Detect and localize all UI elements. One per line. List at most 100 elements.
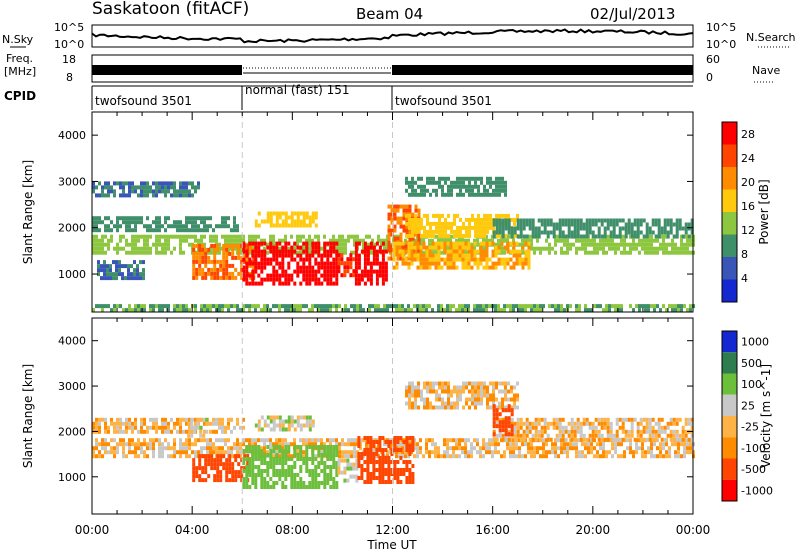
power-cell-11	[597, 230, 601, 235]
velocity-cell-9	[193, 425, 197, 430]
power-cell-13	[254, 223, 258, 228]
velocity-cell-1	[221, 429, 224, 434]
power-cell-9	[497, 261, 501, 266]
velocity-cell-7	[378, 480, 382, 484]
power-cell-11	[546, 230, 550, 235]
power-cell-1	[185, 228, 188, 233]
power-cell-14	[272, 304, 275, 309]
velocity-cell-2	[570, 425, 574, 430]
power-cell-12	[414, 192, 417, 197]
velocity-cell-0	[458, 438, 461, 443]
velocity-cell-2	[597, 421, 601, 426]
velocity-colorbar-swatch-0	[722, 331, 737, 353]
power-cell-0	[236, 234, 239, 239]
power-cell-11	[498, 226, 502, 231]
power-cell-11	[492, 222, 496, 227]
power-cell-0	[98, 242, 101, 247]
power-cell-6	[337, 253, 341, 258]
velocity-cell-3	[474, 381, 477, 386]
velocity-cell-3	[456, 389, 459, 394]
power-cell-11	[591, 234, 595, 239]
velocity-cell-0	[95, 442, 98, 447]
velocity-x-ticks	[91, 318, 694, 514]
velocity-cell-0	[623, 454, 626, 459]
velocity-cell-2	[519, 417, 523, 422]
power-cell-5	[272, 277, 276, 282]
power-cell-14	[395, 308, 398, 313]
power-cell-9	[446, 261, 450, 266]
power-cell-11	[636, 222, 640, 227]
x-tick-label-2: 08:00	[275, 523, 310, 537]
power-cell-14	[362, 308, 365, 313]
power-cell-3	[103, 276, 106, 281]
velocity-cell-10	[281, 427, 285, 432]
velocity-cell-2	[573, 421, 577, 426]
power-cell-2	[107, 181, 110, 186]
velocity-cell-0	[518, 446, 521, 451]
power-cell-13	[281, 211, 285, 216]
velocity-cell-0	[494, 446, 497, 451]
power-cell-0	[308, 242, 311, 247]
power-cell-10	[411, 233, 414, 238]
power-cell-1	[134, 228, 137, 233]
velocity-cell-1	[182, 429, 185, 434]
power-cell-4	[213, 275, 217, 280]
power-cell-14	[593, 304, 596, 309]
power-cell-9	[500, 257, 504, 262]
velocity-cell-0	[560, 438, 563, 443]
power-cell-9	[521, 261, 525, 266]
velocity-cell-0	[179, 446, 182, 451]
power-cell-5	[335, 277, 339, 282]
power-cell-5	[320, 265, 324, 270]
power-cell-7	[381, 265, 385, 270]
power-cell-10	[480, 221, 483, 226]
velocity-cell-3	[471, 393, 474, 398]
power-cell-12	[450, 184, 453, 189]
power-cell-11	[684, 226, 688, 231]
velocity-cell-0	[338, 454, 341, 459]
velocity-cell-3	[435, 397, 438, 402]
power-cell-0	[602, 242, 605, 247]
velocity-cell-4	[210, 454, 214, 459]
power-cell-0	[134, 242, 137, 247]
power-cell-4	[243, 259, 247, 264]
power-cell-12	[486, 192, 489, 197]
velocity-cell-8	[504, 416, 508, 421]
power-cell-9	[485, 253, 489, 258]
power-cell-0	[344, 238, 347, 243]
velocity-cell-1	[161, 417, 164, 422]
power-cell-7	[357, 265, 361, 270]
power-cell-1	[128, 220, 131, 225]
power-cell-0	[659, 242, 662, 247]
power-cell-1	[158, 216, 161, 221]
power-cell-11	[654, 222, 658, 227]
velocity-cell-0	[509, 454, 512, 459]
power-cell-0	[665, 242, 668, 247]
power-cell-5	[317, 249, 321, 254]
power-cell-9	[473, 249, 477, 254]
power-cell-11	[636, 234, 640, 239]
velocity-cell-0	[581, 450, 584, 455]
velocity-cell-2	[663, 429, 667, 434]
velocity-cell-2	[657, 429, 661, 434]
velocity-cell-0	[146, 446, 149, 451]
power-cell-0	[506, 238, 509, 243]
velocity-cell-0	[620, 454, 623, 459]
velocity-cell-0	[206, 442, 209, 447]
power-cell-14	[209, 304, 212, 309]
power-cell-0	[641, 242, 644, 247]
nave-tick-bottom: 0	[706, 71, 713, 84]
power-cell-0	[179, 246, 182, 251]
nave-label: Nave	[752, 64, 780, 77]
power-cell-7	[381, 273, 385, 278]
power-cell-1	[194, 216, 197, 221]
power-cell-10	[411, 221, 414, 226]
power-cell-8	[402, 208, 406, 213]
velocity-cell-3	[423, 397, 426, 402]
velocity-cell-0	[182, 442, 185, 447]
nsky-line	[91, 28, 694, 44]
power-cell-7	[363, 241, 367, 246]
velocity-cell-5	[317, 445, 321, 449]
power-cell-0	[266, 250, 269, 255]
velocity-cell-7	[393, 468, 397, 472]
